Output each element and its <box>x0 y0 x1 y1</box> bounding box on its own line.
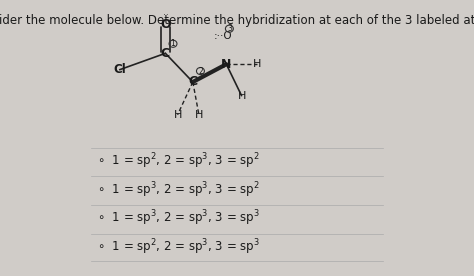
Text: Consider the molecule below. Determine the hybridization at each of the 3 labele: Consider the molecule below. Determine t… <box>0 14 474 27</box>
Text: ..: .. <box>163 8 168 17</box>
Text: H: H <box>195 110 203 120</box>
Text: H: H <box>173 110 182 120</box>
Text: N: N <box>221 58 231 71</box>
Text: C: C <box>161 47 170 60</box>
Text: :··O: :··O <box>214 31 233 41</box>
Text: 2: 2 <box>198 67 203 76</box>
Text: H: H <box>237 91 246 101</box>
Text: O: O <box>160 18 171 31</box>
Text: $\circ$  1 = sp$^3$, 2 = sp$^3$, 3 = sp$^2$: $\circ$ 1 = sp$^3$, 2 = sp$^3$, 3 = sp$^… <box>97 180 260 200</box>
Text: 3: 3 <box>227 24 232 33</box>
Text: C: C <box>188 76 197 89</box>
Text: H: H <box>253 59 261 69</box>
Text: 1: 1 <box>171 39 175 48</box>
Text: Cl: Cl <box>113 63 126 76</box>
Text: $\circ$  1 = sp$^2$, 2 = sp$^3$, 3 = sp$^2$: $\circ$ 1 = sp$^2$, 2 = sp$^3$, 3 = sp$^… <box>97 152 260 171</box>
Text: $\circ$  1 = sp$^3$, 2 = sp$^3$, 3 = sp$^3$: $\circ$ 1 = sp$^3$, 2 = sp$^3$, 3 = sp$^… <box>97 209 260 229</box>
Text: $\circ$  1 = sp$^2$, 2 = sp$^3$, 3 = sp$^3$: $\circ$ 1 = sp$^2$, 2 = sp$^3$, 3 = sp$^… <box>97 237 260 257</box>
